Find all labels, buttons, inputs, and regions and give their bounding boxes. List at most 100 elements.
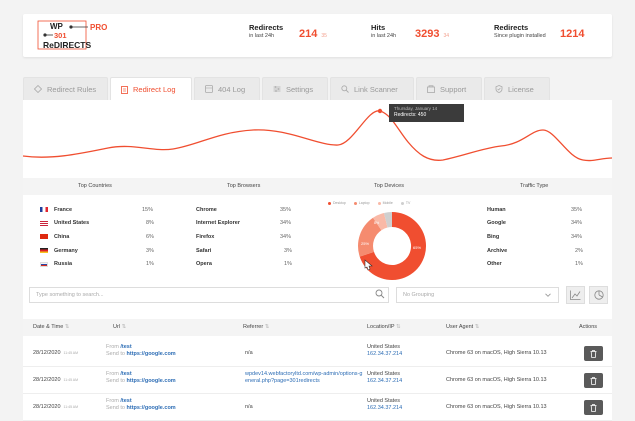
tab-redirect-log[interactable]: Redirect Log: [110, 77, 192, 101]
to-link[interactable]: https://google.com: [126, 378, 176, 384]
table-row: 28/12/2020 11:45 AM From /test Send to ht…: [23, 368, 612, 394]
header-top-devices: Top Devices: [374, 183, 404, 189]
search-icon[interactable]: [375, 289, 385, 299]
sort-icon: ⇅: [121, 324, 127, 330]
sort-icon: ⇅: [264, 324, 270, 330]
list-item: Firefox 34%: [196, 230, 296, 244]
tab-license[interactable]: License: [484, 77, 550, 100]
col-referrer[interactable]: Referrer ⇅: [243, 324, 270, 330]
list-item: United States 8%: [40, 217, 160, 231]
tab-404-log[interactable]: 404 Log: [194, 77, 260, 100]
grouping-select[interactable]: No Grouping: [396, 287, 559, 303]
row-url: From /test Send to https://google.com: [106, 398, 176, 411]
to-link[interactable]: https://google.com: [126, 351, 176, 357]
col-url[interactable]: Url ⇅: [113, 324, 127, 330]
list-item: Bing 34%: [487, 230, 587, 244]
row-referrer: n/a: [245, 404, 253, 410]
traffic-pct: 34%: [571, 233, 583, 240]
legend-label: Laptop: [358, 201, 370, 205]
top-browsers-list: Chrome 35% Internet Explorer 34% Firefox 34…: [196, 203, 296, 271]
list-item: Russia 1%: [40, 257, 160, 271]
country-name: France: [54, 206, 73, 213]
chart-point-highlight: [377, 108, 383, 114]
row-referrer: n/a: [245, 350, 253, 356]
browser-name: Firefox: [196, 233, 215, 240]
svg-text:301: 301: [54, 31, 67, 40]
log-icon: [121, 85, 128, 94]
list-item: Opera 1%: [196, 257, 296, 271]
ip-link[interactable]: 162.34.37.214: [367, 378, 403, 384]
search-input[interactable]: Type something to search...: [29, 287, 389, 303]
sort-icon: ⇅: [64, 324, 70, 330]
from-link[interactable]: /test: [120, 344, 132, 350]
list-item: Human 35%: [487, 203, 587, 217]
support-icon: [427, 85, 435, 93]
legend-label: TV: [405, 201, 411, 205]
traffic-name: Archive: [487, 247, 508, 254]
devices-legend: Desktop Laptop Mobile TV: [328, 201, 418, 205]
stat-value: 1214: [560, 28, 585, 40]
tab-redirect-rules[interactable]: Redirect Rules: [23, 77, 108, 100]
redirects-line-chart: [23, 108, 612, 162]
pie-view-button[interactable]: [589, 286, 608, 304]
ip-link[interactable]: 162.34.37.214: [367, 351, 403, 357]
redirects-line: [23, 110, 612, 162]
traffic-pct: 34%: [571, 220, 583, 227]
from-link[interactable]: /test: [120, 398, 132, 404]
to-link[interactable]: https://google.com: [126, 405, 176, 411]
row-referrer-link[interactable]: wpdev14.webfactoryltd.com/wp-admin/optio…: [245, 371, 363, 384]
delete-button[interactable]: [584, 400, 603, 415]
ip-link[interactable]: 162.34.37.214: [367, 405, 403, 411]
col-date[interactable]: Date & Time ⇅: [33, 324, 70, 330]
donut-label-mobile: 8%: [374, 221, 379, 225]
tab-link-scanner[interactable]: Link Scanner: [330, 77, 414, 100]
tab-bar: Redirect Rules Redirect Log 404 Log Sett…: [23, 77, 552, 101]
donut-label-desktop: 65%: [413, 245, 421, 250]
tab-label: Settings: [286, 84, 314, 94]
legend-label: Desktop: [333, 201, 346, 205]
redirect-icon: [34, 85, 42, 93]
stat-redirects-24h: Redirects in last 24h 214 35: [249, 23, 327, 40]
stat-hits-24h: Hits in last 24h 3293 34: [371, 23, 449, 40]
country-pct: 8%: [146, 220, 154, 227]
row-location: United States 162.34.37.214: [367, 371, 403, 384]
legend-item: Desktop: [328, 201, 346, 205]
tab-settings[interactable]: Settings: [262, 77, 328, 100]
tab-support[interactable]: Support: [416, 77, 482, 100]
tab-label: Support: [440, 84, 467, 94]
log-table-header: Date & Time ⇅ Url ⇅ Referrer ⇅ Location/…: [23, 319, 612, 336]
traffic-name: Other: [487, 261, 502, 268]
row-date: 28/12/2020 11:45 AM: [33, 350, 79, 356]
browser-pct: 1%: [284, 261, 292, 268]
col-user-agent[interactable]: User Agent ⇅: [446, 324, 480, 330]
browser-name: Chrome: [196, 206, 217, 213]
row-agent: Chrome 63 on macOS, High Sierra 10.13: [446, 404, 547, 410]
row-date: 28/12/2020 11:45 AM: [33, 404, 79, 410]
table-row: 28/12/2020 11:45 AM From /test Send to ht…: [23, 395, 612, 421]
svg-text:ReDIRECTS: ReDIRECTS: [43, 40, 92, 50]
row-url: From /test Send to https://google.com: [106, 344, 176, 357]
traffic-pct: 1%: [575, 261, 583, 268]
traffic-name: Google: [487, 220, 506, 227]
browser-pct: 34%: [280, 220, 292, 227]
list-item: China 6%: [40, 230, 160, 244]
traffic-name: Human: [487, 206, 506, 213]
from-link[interactable]: /test: [120, 371, 132, 377]
country-name: Germany: [54, 247, 78, 254]
country-name: Russia: [54, 261, 73, 268]
stat-sublabel: in last 24h: [249, 33, 275, 39]
tab-label: 404 Log: [218, 84, 246, 94]
col-location[interactable]: Location/IP ⇅: [367, 324, 401, 330]
stat-label: Redirects: [249, 23, 284, 32]
france-flag-icon: [40, 207, 48, 213]
traffic-type-list: Human 35% Google 34% Bing 34% Archive 2% Oth…: [487, 203, 587, 271]
pie-chart-icon: [593, 290, 604, 300]
stat-value: 3293 34: [415, 28, 450, 40]
stat-label: Redirects: [494, 23, 529, 32]
delete-button[interactable]: [584, 373, 603, 388]
country-name: United States: [54, 220, 90, 227]
col-actions: Actions: [579, 324, 598, 330]
germany-flag-icon: [40, 248, 48, 254]
chart-view-button[interactable]: [566, 286, 585, 304]
delete-button[interactable]: [584, 346, 603, 361]
